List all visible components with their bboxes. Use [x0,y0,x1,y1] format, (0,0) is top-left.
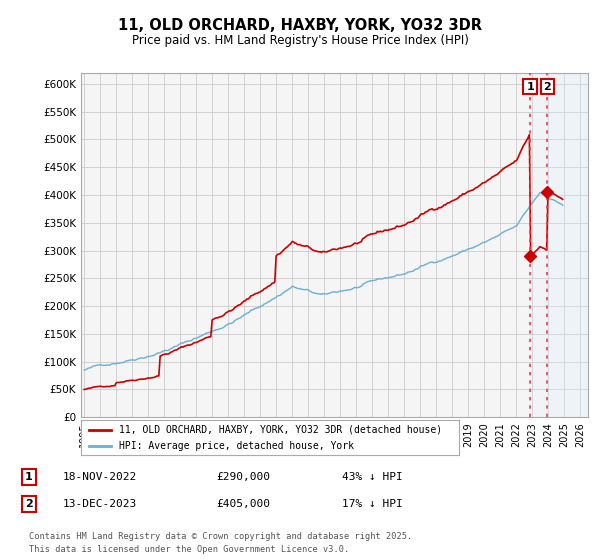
Text: 1: 1 [526,82,534,92]
Text: 11, OLD ORCHARD, HAXBY, YORK, YO32 3DR: 11, OLD ORCHARD, HAXBY, YORK, YO32 3DR [118,18,482,32]
Text: 13-DEC-2023: 13-DEC-2023 [63,499,137,509]
Text: 2: 2 [25,499,32,509]
Text: 17% ↓ HPI: 17% ↓ HPI [342,499,403,509]
Bar [530,73,547,417]
Text: Contains HM Land Registry data © Crown copyright and database right 2025.
This d: Contains HM Land Registry data © Crown c… [29,533,412,554]
Bar [547,73,588,417]
Text: 18-NOV-2022: 18-NOV-2022 [63,472,137,482]
Text: £290,000: £290,000 [216,472,270,482]
Text: Price paid vs. HM Land Registry's House Price Index (HPI): Price paid vs. HM Land Registry's House … [131,34,469,47]
Text: £405,000: £405,000 [216,499,270,509]
Text: 11, OLD ORCHARD, HAXBY, YORK, YO32 3DR (detached house): 11, OLD ORCHARD, HAXBY, YORK, YO32 3DR (… [119,424,442,435]
Text: 1: 1 [25,472,32,482]
Text: 43% ↓ HPI: 43% ↓ HPI [342,472,403,482]
Text: 2: 2 [544,82,551,92]
Text: HPI: Average price, detached house, York: HPI: Average price, detached house, York [119,441,354,451]
